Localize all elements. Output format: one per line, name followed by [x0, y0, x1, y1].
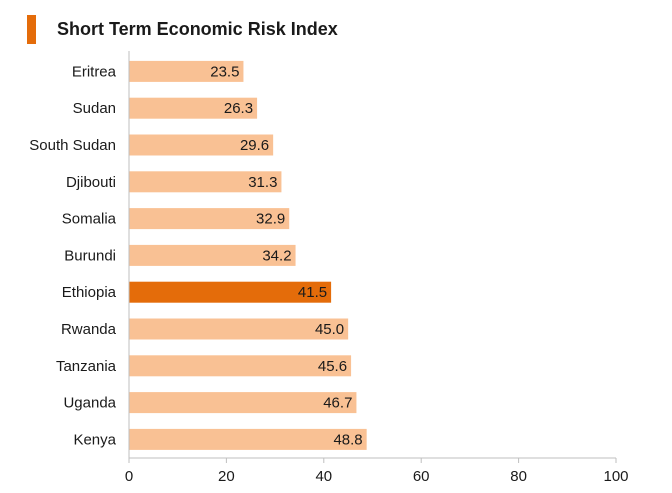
value-label: 23.5	[210, 63, 239, 80]
chart-title: Short Term Economic Risk Index	[57, 19, 338, 39]
bar-sudan	[129, 97, 258, 119]
category-label: Rwanda	[61, 321, 117, 338]
category-label: Ethiopia	[62, 284, 117, 301]
value-label: 41.5	[298, 284, 327, 301]
category-label: Somalia	[62, 211, 117, 228]
value-label: 48.8	[333, 431, 362, 448]
value-label: 46.7	[323, 395, 352, 412]
bar-burundi	[129, 244, 296, 266]
category-label: Uganda	[63, 395, 116, 412]
bar-djibouti	[129, 171, 282, 193]
category-label: Burundi	[64, 247, 116, 264]
bar-uganda	[129, 392, 357, 414]
bar-ethiopia	[129, 281, 332, 303]
value-label: 26.3	[224, 100, 253, 117]
x-tick-label: 0	[125, 468, 133, 485]
bar-somalia	[129, 208, 290, 230]
value-label: 31.3	[248, 174, 277, 191]
value-label: 32.9	[256, 211, 285, 228]
category-label: Eritrea	[72, 63, 117, 80]
bar-tanzania	[129, 355, 352, 377]
x-tick-label: 60	[413, 468, 430, 485]
bar-south-sudan	[129, 134, 274, 156]
x-tick-label: 40	[315, 468, 332, 485]
bar-eritrea	[129, 60, 244, 82]
category-label: Tanzania	[56, 358, 117, 375]
value-label: 45.6	[318, 358, 347, 375]
x-tick-label: 100	[603, 468, 628, 485]
value-label: 45.0	[315, 321, 344, 338]
category-label: Djibouti	[66, 174, 116, 191]
bar-rwanda	[129, 318, 349, 340]
value-label: 29.6	[240, 137, 269, 154]
value-label: 34.2	[262, 247, 291, 264]
x-tick-label: 20	[218, 468, 235, 485]
category-label: Sudan	[73, 100, 116, 117]
bar-kenya	[129, 428, 367, 450]
category-label: Kenya	[73, 431, 116, 448]
x-tick-label: 80	[510, 468, 527, 485]
category-label: South Sudan	[29, 137, 116, 154]
title-accent-bar	[27, 15, 36, 44]
